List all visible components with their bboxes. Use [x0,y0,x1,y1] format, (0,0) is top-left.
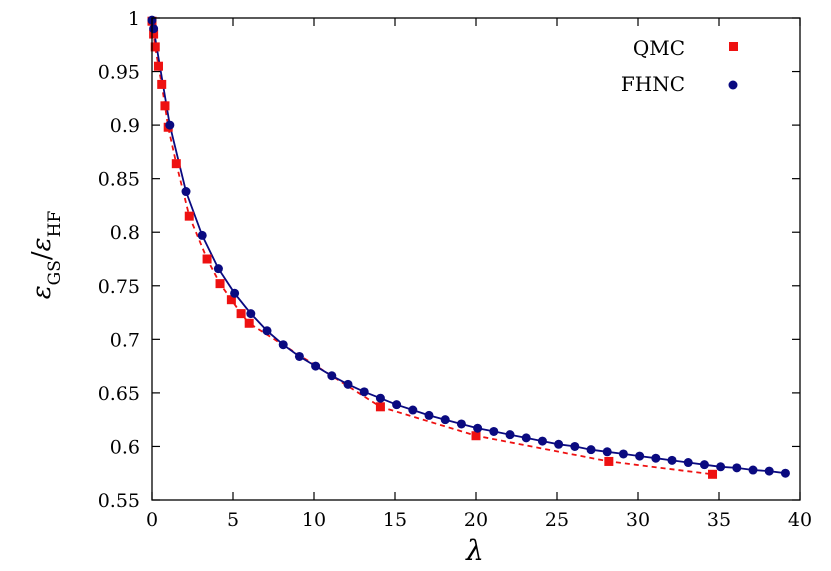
y-tick-label: 0.8 [110,222,140,244]
data-point-fhnc [230,288,240,298]
data-point-fhnc [262,326,272,336]
x-tick-label: 35 [707,509,731,531]
y-tick-label: 0.95 [98,62,140,84]
data-point-fhnc [165,120,175,130]
data-point-qmc [184,211,194,221]
data-point-fhnc [197,230,207,240]
data-point-fhnc [311,361,321,371]
data-point-qmc [244,318,254,328]
data-point-fhnc [246,309,256,319]
data-point-qmc [708,469,718,479]
data-point-fhnc [489,426,499,436]
y-tick-label: 0.75 [98,276,140,298]
data-point-fhnc [602,447,612,457]
data-point-fhnc [699,460,709,470]
x-tick-label: 10 [302,509,326,531]
data-point-fhnc [764,466,774,476]
data-point-fhnc [294,351,304,361]
data-point-qmc [202,254,212,264]
y-tick-label: 0.65 [98,383,140,405]
data-point-fhnc [149,24,159,34]
data-point-fhnc [359,387,369,397]
data-point-qmc [604,456,614,466]
data-point-fhnc [748,465,758,475]
data-point-fhnc [635,451,645,461]
data-point-fhnc [667,455,677,465]
y-tick-label: 0.7 [110,329,140,351]
x-tick-label: 0 [146,509,158,531]
data-point-qmc [160,101,170,111]
x-tick-label: 5 [227,509,239,531]
x-tick-label: 40 [788,509,812,531]
y-tick-label: 0.55 [98,490,140,512]
x-tick-label: 15 [383,509,407,531]
data-point-fhnc [424,410,434,420]
data-point-fhnc [554,439,564,449]
data-point-qmc [149,29,159,39]
data-point-fhnc [456,419,466,429]
data-point-fhnc [683,458,693,468]
y-tick-label: 1 [128,8,140,30]
y-tick-label: 0.9 [110,115,140,137]
x-axis-title: λ [465,534,484,567]
legend-marker-fhnc [728,80,738,90]
data-point-qmc [375,402,385,412]
data-point-qmc [153,61,163,71]
data-point-fhnc [278,340,288,350]
data-point-fhnc [716,462,726,472]
data-point-fhnc [392,400,402,410]
data-point-fhnc [732,463,742,473]
plot-area [147,15,790,479]
data-point-fhnc [181,187,191,197]
data-point-fhnc [537,436,547,446]
data-point-fhnc [570,441,580,451]
x-tick-label: 25 [545,509,569,531]
data-point-fhnc [780,468,790,478]
data-point-qmc [236,309,246,319]
data-point-qmc [157,79,167,89]
data-point-qmc [171,159,181,169]
x-tick-label: 20 [464,509,488,531]
data-point-qmc [150,42,160,52]
data-point-qmc [215,279,225,289]
legend-marker-qmc [729,42,738,51]
data-point-fhnc [505,430,515,440]
data-point-fhnc [651,453,661,463]
data-point-fhnc [521,433,531,443]
series-line-fhnc [151,19,786,475]
data-point-fhnc [473,423,483,433]
axis-ticks: 0 5 10 15 20 25 30 35 40 0.55 0.6 0.65 0.7 0.75 0.8 0.8… [98,8,812,531]
data-point-fhnc [343,379,353,389]
data-point-qmc [226,295,236,305]
data-point-fhnc [408,405,418,415]
data-point-fhnc [327,371,337,381]
data-point-fhnc [213,264,223,274]
data-point-fhnc [440,415,450,425]
data-point-qmc [471,431,481,441]
data-point-fhnc [586,445,596,455]
x-tick-label: 30 [626,509,650,531]
legend: QMC FHNC [621,36,738,96]
legend-label-qmc: QMC [633,36,685,60]
data-point-fhnc [618,449,628,459]
y-tick-label: 0.85 [98,169,140,191]
y-tick-label: 0.6 [110,436,140,458]
data-point-fhnc [375,393,385,403]
y-axis-title: εGS/εHF [27,211,65,300]
legend-label-fhnc: FHNC [621,72,685,96]
